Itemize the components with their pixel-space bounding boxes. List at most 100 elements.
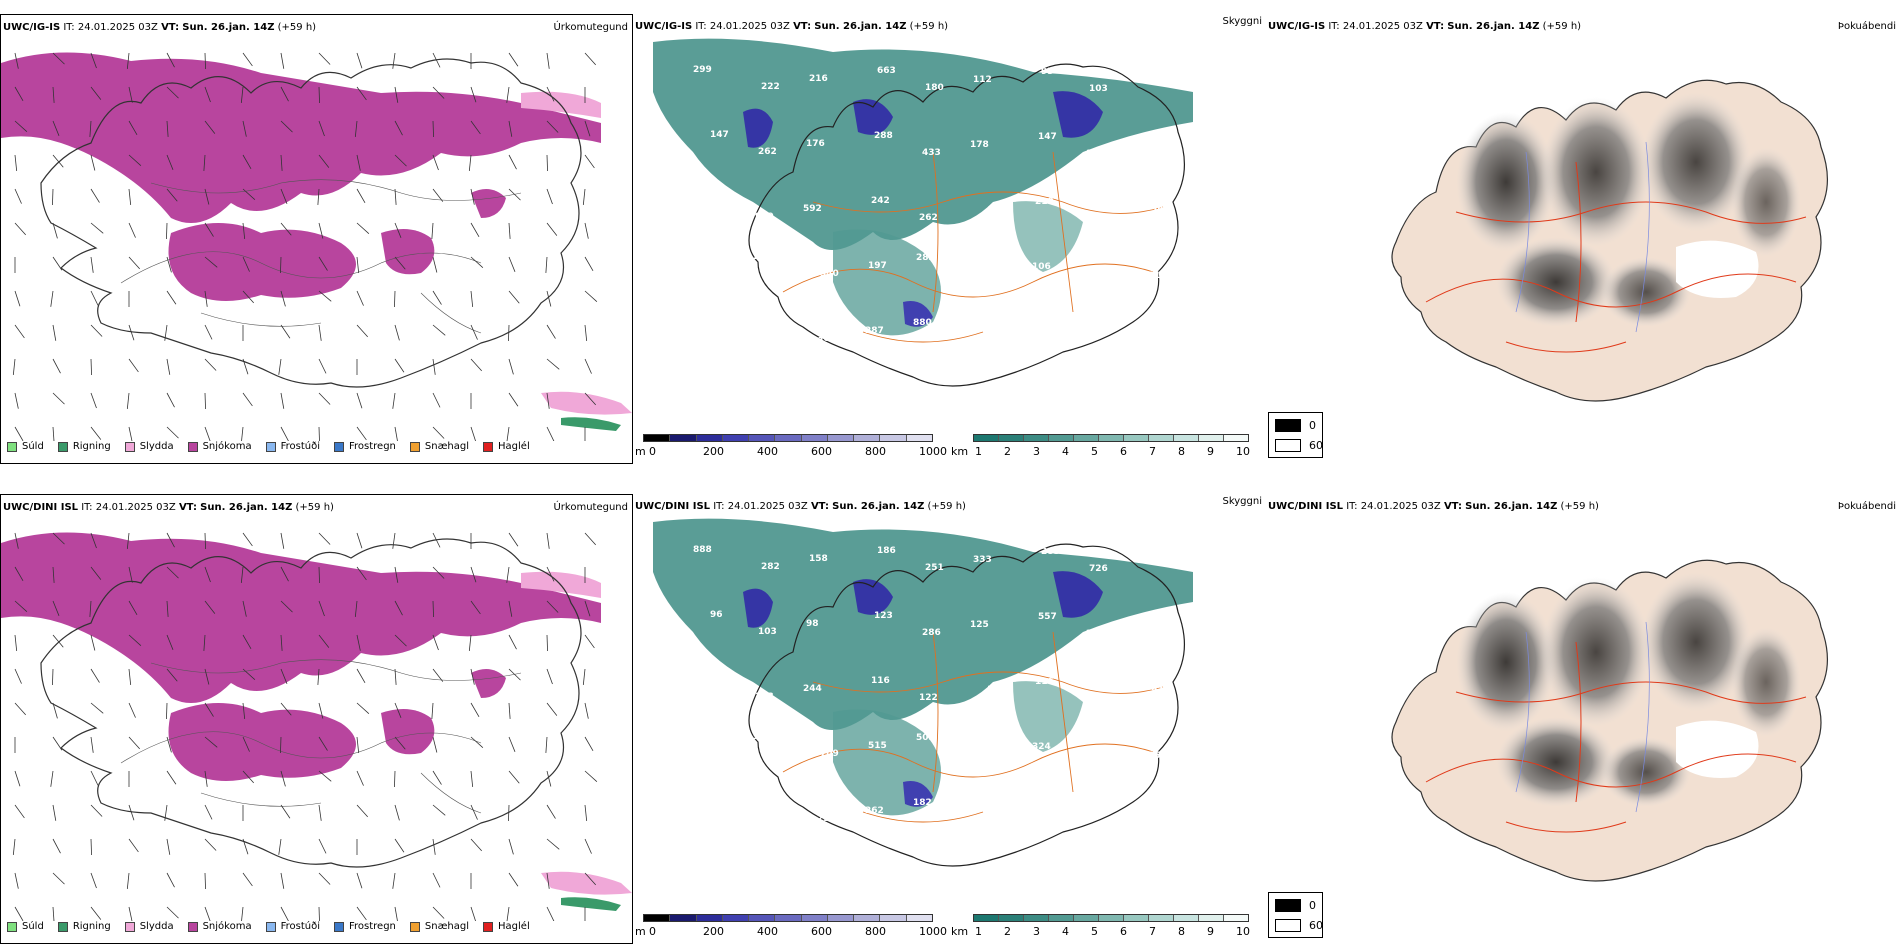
wind-barb (166, 668, 178, 682)
vt-value: Sun. 26.jan. 14Z (1465, 501, 1558, 512)
fog-area (1456, 112, 1556, 252)
cloud-base-value: 726 (1089, 564, 1108, 574)
visibility-tick: 2 (1004, 445, 1011, 458)
wind-barb (584, 154, 595, 169)
wind-barb (280, 566, 289, 582)
wind-barb (14, 290, 21, 307)
vt-value: Sun. 26.jan. 14Z (200, 502, 293, 513)
wind-barb (356, 188, 366, 204)
wind-barb (242, 600, 247, 617)
cloud-base-value: 335 (752, 732, 771, 742)
wind-barb (508, 52, 519, 67)
cloud-base-value: 299 (693, 65, 712, 75)
cloud-base-color-step (827, 435, 855, 441)
model-name: UWC/IG-IS (3, 22, 61, 33)
cloud-base-color-step (722, 435, 750, 441)
precip-legend-label: Súld (22, 921, 44, 932)
wind-barb (242, 222, 246, 239)
wind-barb (432, 358, 436, 375)
wind-barb (280, 222, 292, 236)
visibility-tick: 4 (1062, 925, 1069, 938)
visibility-tick: 2 (1004, 925, 1011, 938)
wind-barb (164, 324, 168, 341)
roads (120, 179, 522, 334)
wind-barb (318, 358, 327, 374)
cloud-base-value: 257 (1148, 751, 1167, 761)
cloud-base-value: 262 (919, 213, 938, 223)
wind-barb (52, 358, 61, 374)
wind-barb (356, 86, 367, 101)
wind-barb (52, 120, 60, 136)
wind-barb (14, 906, 24, 921)
wind-barb (52, 634, 64, 648)
vt-label: VT: (793, 21, 812, 32)
precip-legend-item: Frostúði (265, 921, 320, 932)
it-label: IT: (695, 21, 707, 32)
wind-barb (90, 358, 92, 376)
precip-map (1, 52, 632, 441)
cloud-base-color-step (644, 435, 671, 441)
cloud-base-tick: 0 (649, 445, 656, 458)
visibility-color-step (1224, 915, 1248, 921)
cloud-base-value: 103 (758, 627, 777, 637)
cloud-base-value: 909 (755, 212, 774, 222)
wind-barb (584, 736, 594, 752)
fog-area (1496, 717, 1616, 807)
wind-barb (280, 736, 282, 754)
cloud-base-value: 345 (984, 270, 1003, 280)
wind-barb (356, 324, 369, 338)
cloud-base-value: 505 (916, 733, 935, 743)
cloud-base-value: 515 (868, 741, 887, 751)
wind-barb (318, 838, 327, 854)
wind-barb (468, 154, 472, 171)
wind-barb (432, 566, 445, 579)
wind-barb (128, 324, 135, 341)
wind-barb (470, 120, 481, 135)
wind-barb (128, 600, 138, 616)
wind-barb (128, 906, 133, 921)
wind-barb (318, 86, 320, 104)
wind-barb (318, 154, 330, 168)
wind-barb (280, 256, 282, 274)
wind-barb (470, 736, 484, 749)
visibility-unit: km (951, 445, 969, 458)
cloud-base-tick: 400 (757, 445, 778, 458)
wind-barb (280, 154, 283, 171)
wind-barb (204, 120, 216, 134)
wind-barb (204, 702, 214, 717)
visibility-color-step (1049, 915, 1074, 921)
precip-map (1, 532, 632, 921)
visibility-tick: 5 (1091, 925, 1098, 938)
wind-barb (508, 668, 521, 681)
fog-map (1391, 559, 1829, 882)
precip-legend-swatch (265, 441, 276, 452)
wind-barb (432, 634, 439, 651)
wind-barb (584, 872, 597, 886)
wind-barb (280, 804, 291, 819)
visibility-color-step (1124, 915, 1149, 921)
wind-barb (356, 770, 364, 786)
low-cloud-area (743, 108, 773, 148)
wind-barb (470, 324, 478, 340)
wind-barb (14, 154, 18, 171)
model-name: UWC/DINI ISL (635, 501, 711, 512)
cloud-base-value: 975 (1097, 799, 1116, 809)
cloud-base-value: 93 (1151, 686, 1164, 696)
wind-barb (166, 188, 178, 202)
cloud-base-tick: 1000 (919, 925, 947, 938)
cloud-base-value: 219 (1035, 197, 1054, 207)
wind-barb (394, 358, 405, 373)
wind-barb (584, 222, 589, 239)
snow-area (168, 703, 356, 782)
wind-barb (90, 222, 104, 234)
wind-barb (318, 906, 320, 921)
wind-barb (128, 804, 135, 821)
wind-barb (546, 222, 558, 236)
wind-barb (90, 426, 102, 440)
wind-barb (394, 770, 396, 788)
wind-barb (317, 188, 320, 205)
cloud-base-value: 147 (1038, 132, 1057, 142)
wind-barb (508, 634, 517, 650)
wind-barb (90, 324, 103, 337)
visibility-color-step (1024, 435, 1049, 441)
